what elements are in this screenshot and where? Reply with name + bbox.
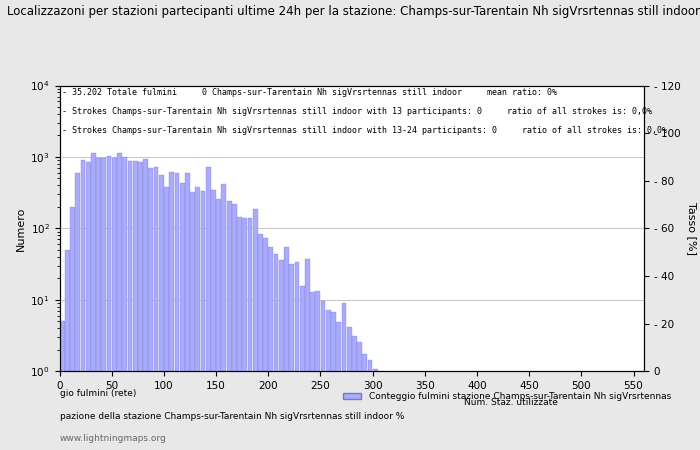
Bar [258,234,262,450]
Text: www.lightningmaps.org: www.lightningmaps.org [60,434,167,443]
Bar [138,162,143,450]
Bar [122,157,127,450]
Bar [117,153,122,450]
Bar [169,172,174,450]
Bar [232,204,237,450]
Bar [221,184,226,450]
Text: Num. Staz. utilizzate: Num. Staz. utilizzate [464,398,558,407]
Bar [410,420,414,450]
Bar [86,162,90,450]
Bar [357,342,362,450]
Bar [159,175,164,450]
Bar [326,310,330,450]
Bar [190,192,195,450]
Bar [346,327,351,450]
Bar [80,160,85,450]
Bar [237,216,242,450]
Bar [420,439,425,450]
Bar [430,444,435,450]
Bar [227,201,232,450]
Bar [363,354,368,450]
Bar [378,382,383,450]
Bar [127,161,132,450]
Bar [274,254,279,450]
Bar [248,218,253,450]
Bar [112,158,117,450]
Bar [102,158,106,450]
Text: - Strokes Champs-sur-Tarentain Nh sigVrsrtennas still indoor with 13 participant: - Strokes Champs-sur-Tarentain Nh sigVrs… [62,107,652,116]
Bar [148,168,153,450]
Bar [201,191,205,450]
Bar [133,161,138,450]
Bar [352,336,357,450]
Bar [331,312,336,450]
Bar [321,301,326,450]
Bar [263,238,268,450]
Text: Localizzazoni per stazioni partecipanti ultime 24h per la stazione: Champs-sur-T: Localizzazoni per stazioni partecipanti … [7,4,700,18]
Legend: Conteggio fulmini stazione Champs-sur-Tarentain Nh sigVrsrtennas: Conteggio fulmini stazione Champs-sur-Ta… [340,389,675,405]
Bar [404,418,409,450]
Bar [310,292,315,450]
Bar [164,188,169,450]
Y-axis label: Numero: Numero [16,206,26,251]
Bar [65,250,70,450]
Bar [180,183,185,450]
Text: pazione della stazione Champs-sur-Tarentain Nh sigVrsrtennas still indoor %: pazione della stazione Champs-sur-Tarent… [60,412,404,421]
Bar [216,199,221,450]
Bar [206,167,211,450]
Bar [174,173,179,450]
Text: - 35.202 Totale fulmini     0 Champs-sur-Tarentain Nh sigVrsrtennas still indoor: - 35.202 Totale fulmini 0 Champs-sur-Tar… [62,88,557,97]
Bar [289,264,294,450]
Bar [305,259,310,450]
Bar [368,360,372,450]
Bar [211,190,216,450]
Bar [60,321,64,450]
Bar [414,435,419,450]
Text: - Strokes Champs-sur-Tarentain Nh sigVrsrtennas still indoor with 13-24 particip: - Strokes Champs-sur-Tarentain Nh sigVrs… [62,126,667,135]
Y-axis label: Tasso [%]: Tasso [%] [687,202,697,255]
Bar [279,261,284,450]
Bar [295,261,300,450]
Bar [253,209,258,450]
Bar [269,247,273,450]
Bar [399,411,404,450]
Bar [185,173,190,450]
Bar [70,207,75,450]
Bar [300,286,304,450]
Bar [316,292,320,450]
Bar [106,156,111,450]
Bar [153,167,158,450]
Bar [389,398,393,450]
Bar [384,385,388,450]
Bar [373,369,377,450]
Bar [336,322,341,450]
Bar [284,248,289,450]
Bar [342,303,346,450]
Bar [144,159,148,450]
Bar [76,173,80,450]
Bar [242,218,247,450]
Bar [96,158,101,450]
Bar [393,396,398,450]
Bar [91,153,96,450]
Bar [195,187,200,450]
Text: gio fulmini (rete): gio fulmini (rete) [60,389,136,398]
